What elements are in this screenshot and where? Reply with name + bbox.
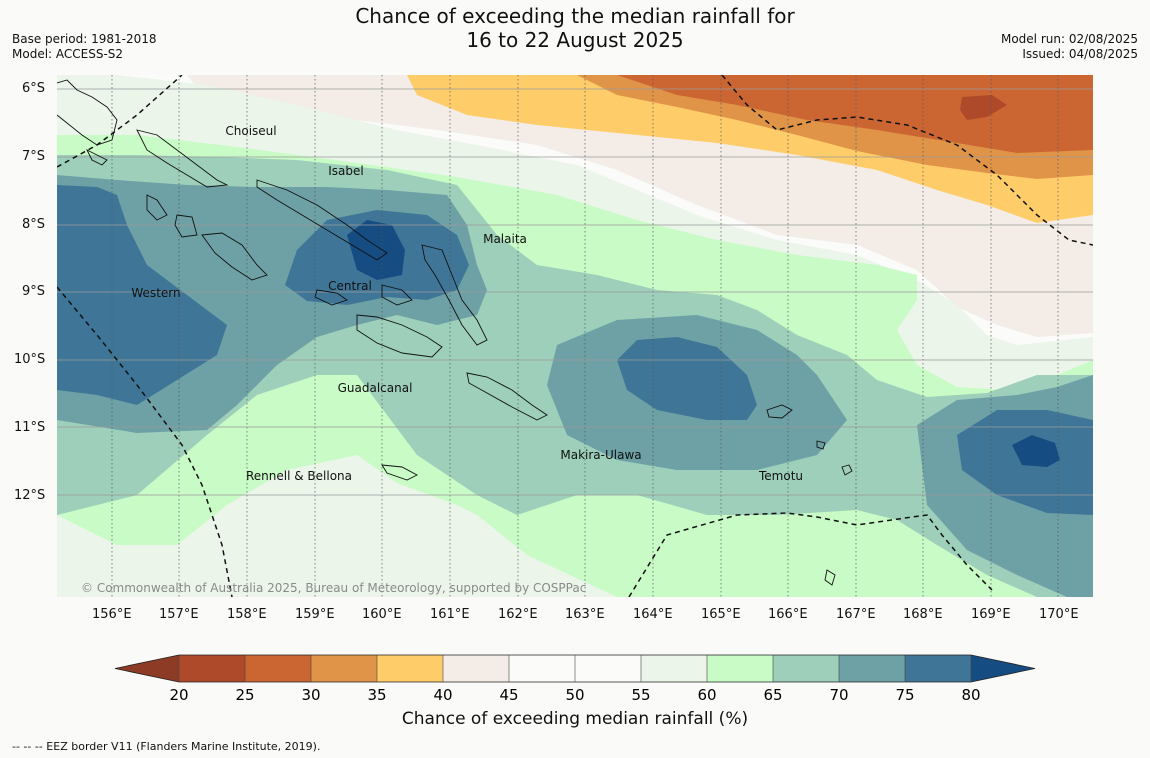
base-period: Base period: 1981-2018 xyxy=(12,32,157,46)
lon-tick: 163°E xyxy=(565,607,605,622)
lon-tick: 156°E xyxy=(92,607,132,622)
colorbar-under-arrow xyxy=(115,655,179,682)
map-title-line1: Chance of exceeding the median rainfall … xyxy=(355,4,795,28)
colorbar-segment xyxy=(179,655,245,682)
colorbar-tick-label: 25 xyxy=(235,686,254,704)
label-choiseul: Choiseul xyxy=(225,124,276,138)
colorbar-tick-label: 30 xyxy=(301,686,320,704)
contour-80-plus-central xyxy=(347,220,405,280)
lon-tick: 166°E xyxy=(768,607,808,622)
colorbar-tick-label: 45 xyxy=(499,686,518,704)
colorbar-segment xyxy=(377,655,443,682)
lat-tick: 7°S xyxy=(22,149,46,164)
lon-tick: 158°E xyxy=(227,607,267,622)
colorbar-segment xyxy=(773,655,839,682)
colorbar-segment xyxy=(575,655,641,682)
label-western: Western xyxy=(131,286,180,300)
lat-tick: 10°S xyxy=(14,352,46,367)
lon-tick: 160°E xyxy=(362,607,402,622)
eez-border xyxy=(57,75,1093,597)
contour-20-25 xyxy=(960,95,1007,120)
label-guadalcanal: Guadalcanal xyxy=(338,381,413,395)
colorbar-tick-label: 80 xyxy=(961,686,980,704)
copyright-text: © Commonwealth of Australia 2025, Bureau… xyxy=(81,581,586,595)
colorbar-tick-label: 60 xyxy=(697,686,716,704)
colorbar-label: Chance of exceeding median rainfall (%) xyxy=(401,709,749,729)
colorbar-tick-label: 20 xyxy=(169,686,188,704)
colorbar-tick-label: 70 xyxy=(829,686,848,704)
lat-tick: 11°S xyxy=(14,420,46,435)
colorbar-tick-label: 55 xyxy=(631,686,650,704)
lat-tick: 12°S xyxy=(14,488,46,503)
colorbar-tick-label: 40 xyxy=(433,686,452,704)
label-rennell-bellona: Rennell & Bellona xyxy=(246,469,352,483)
eez-footnote: -- -- -- EEZ border V11 (Flanders Marine… xyxy=(12,740,321,753)
label-temotu: Temotu xyxy=(758,469,803,483)
label-central: Central xyxy=(328,279,372,293)
map-gridlines xyxy=(111,75,1059,597)
colorbar-segment xyxy=(905,655,971,682)
lat-tick: 9°S xyxy=(22,284,46,299)
rainfall-map: Choiseul Isabel Malaita Western Central … xyxy=(57,75,1093,597)
contour-75-80-west xyxy=(57,185,227,405)
colorbar-segment xyxy=(443,655,509,682)
colorbar-tick-label: 65 xyxy=(763,686,782,704)
label-isabel: Isabel xyxy=(328,164,363,178)
label-makira-ulawa: Makira-Ulawa xyxy=(560,448,641,462)
lon-tick: 161°E xyxy=(430,607,470,622)
lon-tick: 167°E xyxy=(836,607,876,622)
model-run: Model run: 02/08/2025 xyxy=(1000,32,1138,46)
colorbar-tick-label: 75 xyxy=(895,686,914,704)
contour-80-plus-east xyxy=(1012,435,1060,467)
province-labels: Choiseul Isabel Malaita Western Central … xyxy=(131,124,803,483)
label-malaita: Malaita xyxy=(483,232,527,246)
lat-tick: 6°S xyxy=(22,81,46,96)
map-title-line2: 16 to 22 August 2025 xyxy=(466,28,684,52)
colorbar-segment xyxy=(641,655,707,682)
colorbar-tick-label: 50 xyxy=(565,686,584,704)
model-name: Model: ACCESS-S2 xyxy=(12,47,124,61)
colorbar-segment xyxy=(707,655,773,682)
lon-tick: 168°E xyxy=(903,607,943,622)
colorbar-segment xyxy=(839,655,905,682)
colorbar-segment xyxy=(311,655,377,682)
contour-75-80-east xyxy=(617,337,757,420)
colorbar-segment xyxy=(245,655,311,682)
colorbar-over-arrow xyxy=(971,655,1035,682)
lat-tick: 8°S xyxy=(22,217,46,232)
lon-tick: 157°E xyxy=(159,607,199,622)
colorbar-segment xyxy=(509,655,575,682)
lon-tick: 165°E xyxy=(701,607,741,622)
lon-tick: 169°E xyxy=(971,607,1011,622)
meta-right: Model run: 02/08/2025 Issued: 04/08/2025 xyxy=(1001,32,1138,62)
island-outlines xyxy=(57,79,853,586)
colorbar-tick-label: 35 xyxy=(367,686,386,704)
meta-left: Base period: 1981-2018 Model: ACCESS-S2 xyxy=(12,32,157,62)
lon-tick: 164°E xyxy=(633,607,673,622)
lon-tick: 170°E xyxy=(1039,607,1079,622)
map-lat-gridlines xyxy=(57,88,1093,496)
lon-tick: 159°E xyxy=(295,607,335,622)
issued-date: Issued: 04/08/2025 xyxy=(1022,47,1138,61)
contour-25-30 xyxy=(617,75,1093,153)
lon-tick: 162°E xyxy=(498,607,538,622)
colorbar: 20 25 30 35 40 45 50 55 60 65 70 75 80 xyxy=(114,654,1036,704)
